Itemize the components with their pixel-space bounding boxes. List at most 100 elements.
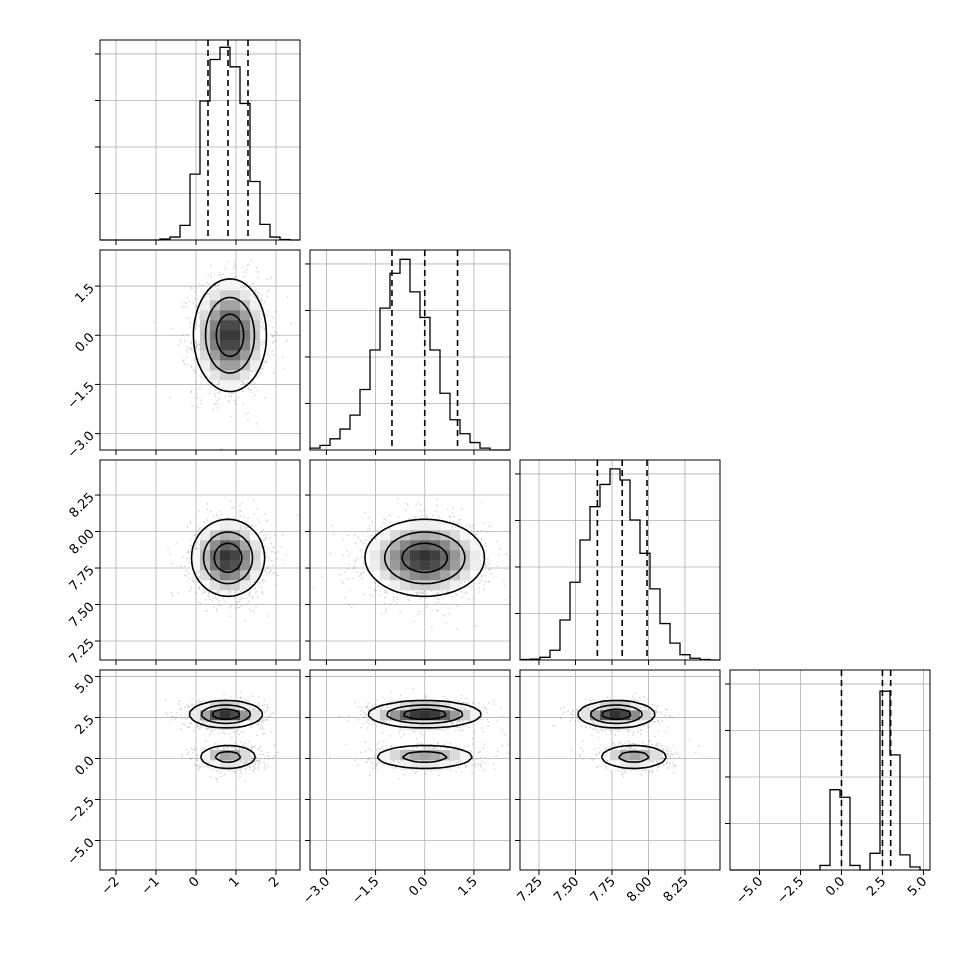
density-cell (460, 570, 471, 581)
density-cell (200, 710, 211, 721)
x-tick-label: 1.5 (456, 874, 481, 899)
density-contour (200, 704, 252, 763)
density-cell (210, 570, 221, 581)
density-cell (230, 710, 241, 721)
density-contour (202, 531, 254, 585)
density-cell (230, 360, 241, 371)
density-cell (620, 760, 631, 771)
density-cell (470, 540, 481, 551)
panel-content (520, 670, 720, 870)
density-cell (250, 310, 261, 321)
density-cell (220, 750, 231, 761)
density-cell (250, 560, 261, 571)
density-contour (386, 704, 464, 763)
x-tick-label: 8.25 (661, 874, 692, 905)
density-cell (400, 710, 411, 721)
density-cell (220, 560, 231, 571)
density-cell (410, 750, 421, 761)
density-cell (450, 530, 461, 541)
density-cell (420, 520, 431, 531)
density-cell (460, 710, 471, 721)
density-contour (601, 708, 632, 721)
density-cell (210, 290, 221, 301)
histogram-panel-p1 (305, 249, 511, 455)
y-tick-label: −1.5 (65, 379, 98, 412)
density-cell (420, 760, 431, 771)
y-tick-label: 1.5 (72, 281, 97, 306)
density-cell (610, 760, 621, 771)
density-cell (240, 560, 251, 571)
density-cell (220, 320, 231, 331)
density-cell (390, 540, 401, 551)
y-tick-label: −2.5 (65, 795, 98, 828)
density-contour (213, 542, 243, 574)
density-cell (460, 530, 471, 541)
density-cell (450, 550, 461, 561)
density-cell (240, 320, 251, 331)
density-cell (650, 750, 661, 761)
y-tick-label: 0.0 (72, 754, 97, 779)
histogram-step-p3 (730, 690, 930, 871)
x-tick-label: −2 (99, 874, 123, 898)
density-cell (420, 570, 431, 581)
x-tick-label: 7.25 (515, 874, 546, 905)
density-cell (240, 370, 251, 381)
panel-frame (729, 669, 931, 871)
density-cell (610, 710, 621, 721)
density-contour (192, 278, 268, 393)
y-tick-label: 7.50 (67, 600, 98, 631)
density-cell (430, 530, 441, 541)
density-cell (230, 560, 241, 571)
density-cell (420, 580, 431, 591)
density-cell (600, 720, 611, 731)
y-tick-label: −5.0 (65, 836, 98, 869)
y-tick-label: 7.25 (67, 636, 98, 667)
panel-content (100, 250, 300, 450)
density-cell (450, 580, 461, 591)
panel-content (310, 670, 510, 870)
histogram-step-p0 (100, 46, 300, 241)
panel-frame (99, 249, 301, 451)
panel-frame (519, 669, 721, 871)
density-cell (230, 760, 241, 771)
density-cell (230, 290, 241, 301)
density-cell (250, 570, 261, 581)
density-contour (215, 313, 245, 358)
density-cell (450, 710, 461, 721)
x-tick-label: 0.0 (406, 874, 431, 899)
density-cell (210, 760, 221, 771)
density-cell (220, 520, 231, 531)
density-cell (250, 350, 261, 361)
density-cell (450, 700, 461, 711)
y-tick-label: 5.0 (72, 672, 97, 697)
density-cell (220, 540, 231, 551)
density-cell (620, 750, 631, 761)
density-cell (190, 560, 201, 571)
density-cell (230, 280, 241, 291)
density-cell (620, 720, 631, 731)
x-tick-label: 7.75 (588, 874, 619, 905)
density-cell (250, 340, 261, 351)
density-contour (384, 531, 466, 585)
density-contour (401, 542, 448, 574)
density-cell (370, 710, 381, 721)
y-tick-label: −3.0 (65, 429, 98, 462)
density-cell (200, 540, 211, 551)
density-cell (400, 700, 411, 711)
density-cell (190, 330, 201, 341)
density-cell (470, 570, 481, 581)
density-cell (430, 560, 441, 571)
x-tick-label: −1 (139, 874, 163, 898)
density-cell (420, 530, 431, 541)
density-contour (577, 699, 667, 770)
density-cell (460, 560, 471, 571)
density-cell (240, 350, 251, 361)
density-cell (430, 760, 441, 771)
density-cell (410, 530, 421, 541)
density-cell (220, 760, 231, 771)
density-cell (400, 540, 411, 551)
density-cell (390, 530, 401, 541)
density-cell (420, 720, 431, 731)
density-cell (470, 550, 481, 561)
density-cell (380, 570, 391, 581)
